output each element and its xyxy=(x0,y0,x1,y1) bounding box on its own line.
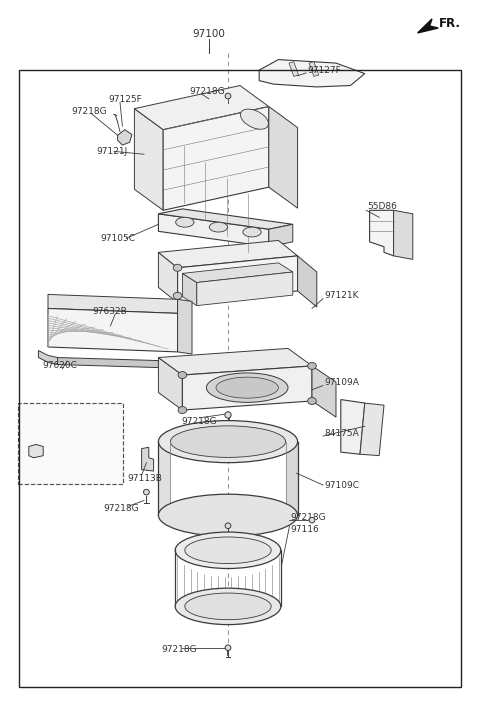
Text: AIR CON): AIR CON) xyxy=(53,427,89,435)
Polygon shape xyxy=(309,62,319,76)
Ellipse shape xyxy=(175,588,281,625)
Polygon shape xyxy=(286,442,298,515)
Polygon shape xyxy=(158,209,293,229)
Text: 97218G: 97218G xyxy=(103,504,139,512)
Polygon shape xyxy=(158,348,312,375)
Polygon shape xyxy=(134,86,269,130)
Polygon shape xyxy=(418,19,438,33)
Text: 97620C: 97620C xyxy=(42,362,77,370)
Ellipse shape xyxy=(144,489,149,495)
Text: 97109C: 97109C xyxy=(324,481,359,489)
Polygon shape xyxy=(182,263,293,283)
Text: 97113B: 97113B xyxy=(127,474,162,482)
Text: 97121K: 97121K xyxy=(324,292,359,300)
Text: (W/DUAL FULL AUTO: (W/DUAL FULL AUTO xyxy=(32,416,110,425)
Polygon shape xyxy=(158,442,170,515)
Ellipse shape xyxy=(240,109,268,129)
Text: 97176E: 97176E xyxy=(19,451,48,460)
Polygon shape xyxy=(341,400,365,454)
Text: 97218G: 97218G xyxy=(162,646,197,654)
Ellipse shape xyxy=(170,426,286,458)
Polygon shape xyxy=(142,447,154,471)
Text: 97218G: 97218G xyxy=(290,513,326,522)
Polygon shape xyxy=(178,299,192,354)
Polygon shape xyxy=(394,210,413,259)
Polygon shape xyxy=(163,107,269,210)
Ellipse shape xyxy=(243,227,261,237)
Polygon shape xyxy=(48,294,178,313)
Ellipse shape xyxy=(173,292,182,299)
Ellipse shape xyxy=(225,412,231,418)
Text: 97632B: 97632B xyxy=(93,307,127,315)
Text: 97127F: 97127F xyxy=(307,66,341,74)
Ellipse shape xyxy=(308,362,316,369)
Polygon shape xyxy=(370,210,394,256)
Polygon shape xyxy=(118,130,132,145)
Ellipse shape xyxy=(178,407,187,414)
Ellipse shape xyxy=(178,372,187,379)
Polygon shape xyxy=(58,358,173,368)
Ellipse shape xyxy=(158,421,298,463)
Ellipse shape xyxy=(225,523,231,529)
Polygon shape xyxy=(360,403,384,456)
Text: 97109A: 97109A xyxy=(324,378,359,386)
Ellipse shape xyxy=(175,532,281,569)
Polygon shape xyxy=(312,366,336,417)
Text: 97218G: 97218G xyxy=(71,107,107,116)
Polygon shape xyxy=(182,273,197,306)
Text: 97218G: 97218G xyxy=(181,417,217,426)
Polygon shape xyxy=(178,256,298,303)
Polygon shape xyxy=(289,62,299,76)
Polygon shape xyxy=(269,224,293,247)
Ellipse shape xyxy=(185,537,271,564)
Ellipse shape xyxy=(225,93,231,99)
Polygon shape xyxy=(29,444,43,458)
Polygon shape xyxy=(269,107,298,208)
Bar xyxy=(19,70,461,687)
Polygon shape xyxy=(259,60,365,87)
Ellipse shape xyxy=(209,222,228,232)
Polygon shape xyxy=(298,256,317,307)
Polygon shape xyxy=(197,272,293,306)
Text: 97116: 97116 xyxy=(290,525,319,533)
Polygon shape xyxy=(158,214,269,247)
Text: FR.: FR. xyxy=(439,18,461,30)
Text: 97125F: 97125F xyxy=(108,95,142,104)
Ellipse shape xyxy=(158,494,298,536)
Polygon shape xyxy=(134,109,163,210)
Text: 97105C: 97105C xyxy=(101,234,136,243)
Ellipse shape xyxy=(176,217,194,227)
Ellipse shape xyxy=(216,377,278,398)
Text: 97121J: 97121J xyxy=(96,147,127,156)
Ellipse shape xyxy=(225,645,231,651)
Polygon shape xyxy=(158,240,298,268)
Text: 97100: 97100 xyxy=(192,29,225,39)
Text: 84175A: 84175A xyxy=(324,429,359,437)
Ellipse shape xyxy=(206,373,288,402)
FancyBboxPatch shape xyxy=(18,403,123,484)
Text: 97218G: 97218G xyxy=(190,87,225,95)
Polygon shape xyxy=(158,252,178,303)
Polygon shape xyxy=(182,366,312,410)
Polygon shape xyxy=(38,350,58,365)
Ellipse shape xyxy=(308,397,316,404)
Ellipse shape xyxy=(309,517,315,523)
Polygon shape xyxy=(158,358,182,410)
Ellipse shape xyxy=(173,264,182,271)
Polygon shape xyxy=(48,308,178,352)
Text: 55D86: 55D86 xyxy=(367,202,397,210)
Ellipse shape xyxy=(185,593,271,620)
